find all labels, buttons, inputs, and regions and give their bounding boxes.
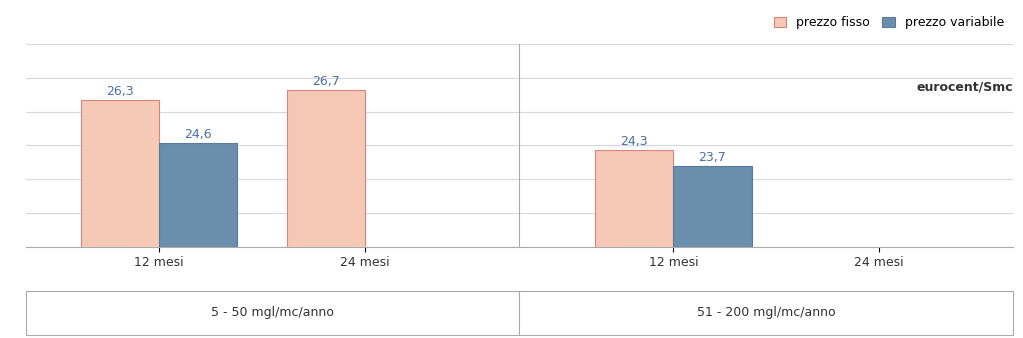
Text: 24,6: 24,6 xyxy=(184,128,212,141)
Text: 24,3: 24,3 xyxy=(621,136,649,148)
Text: 26,3: 26,3 xyxy=(106,85,134,98)
Bar xyxy=(81,100,160,338)
Text: 5 - 50 mgl/mc/anno: 5 - 50 mgl/mc/anno xyxy=(211,306,333,319)
Legend: prezzo fisso, prezzo variabile: prezzo fisso, prezzo variabile xyxy=(771,14,1007,32)
Bar xyxy=(595,150,673,338)
Text: eurocent/Smc: eurocent/Smc xyxy=(917,80,1013,93)
Bar xyxy=(286,90,365,338)
Bar xyxy=(673,166,752,338)
Text: 26,7: 26,7 xyxy=(312,75,340,88)
Bar xyxy=(160,143,237,338)
Text: 23,7: 23,7 xyxy=(699,151,726,164)
Text: 51 - 200 mgl/mc/anno: 51 - 200 mgl/mc/anno xyxy=(697,306,836,319)
